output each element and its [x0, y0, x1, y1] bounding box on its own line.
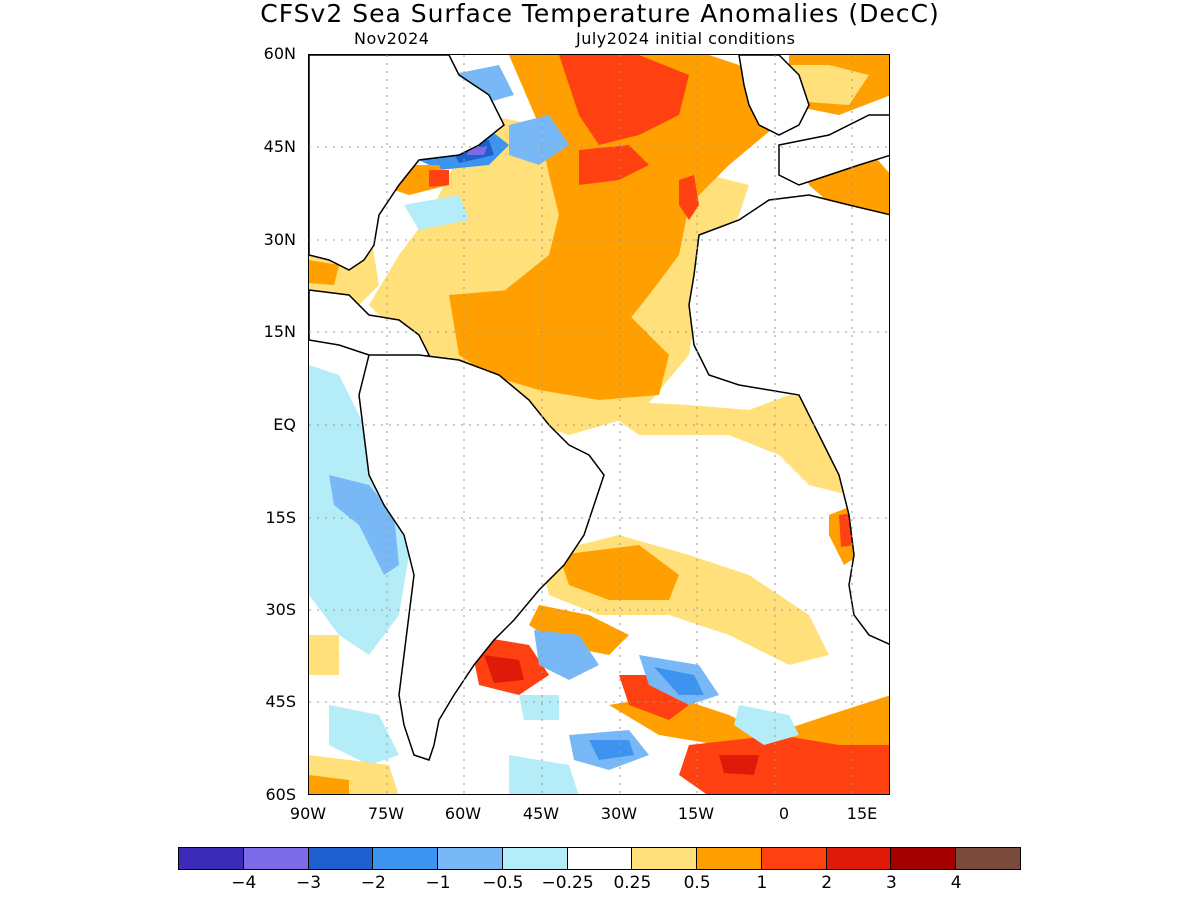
lat-label-eq: EQ: [273, 415, 296, 434]
lon-label-30w: 30W: [600, 804, 638, 823]
initial-conditions: July2024 initial conditions: [576, 29, 796, 48]
lat-label-60n: 60N: [263, 44, 296, 63]
colorbar-swatch: [242, 847, 309, 870]
north-america-land: [309, 55, 505, 271]
lon-label-0: 0: [778, 804, 790, 823]
lon-label-75w: 75W: [367, 804, 405, 823]
sst-anomaly-map: [308, 54, 890, 795]
lat-label-15s: 15S: [265, 508, 296, 527]
colorbar-label: −0.25: [541, 873, 594, 893]
colorbar-swatch: [696, 847, 762, 870]
lat-label-30s: 30S: [265, 600, 296, 619]
lat-label-45n: 45N: [263, 137, 296, 156]
forecast-month: Nov2024: [354, 29, 430, 48]
lon-label-90w: 90W: [289, 804, 327, 823]
map-canvas: [309, 55, 889, 794]
colorbar-swatch: [566, 847, 633, 870]
colorbar-swatch: [631, 847, 698, 870]
colorbar-label: −1: [425, 873, 451, 893]
lon-label-45w: 45W: [522, 804, 560, 823]
colorbar-swatch: [178, 847, 244, 870]
iberia-land: [778, 114, 889, 186]
colorbar-label: −3: [296, 873, 322, 893]
colorbar-swatch: [825, 847, 892, 870]
colorbar-label: 0.5: [683, 873, 711, 893]
colorbar-swatch: [307, 847, 374, 870]
land-masses: [309, 55, 889, 761]
lon-label-15e: 15E: [846, 804, 878, 823]
lat-label-15n: 15N: [263, 322, 296, 341]
graticule: [309, 55, 889, 794]
colorbar-label: 4: [950, 873, 962, 893]
colorbar-label: 1: [756, 873, 768, 893]
colorbar-label: −4: [231, 873, 257, 893]
colorbar-swatch: [437, 847, 503, 870]
lat-label-60s: 60S: [265, 785, 296, 804]
chart-title: CFSv2 Sea Surface Temperature Anomalies …: [260, 0, 940, 28]
colorbar-swatch: [955, 847, 1021, 870]
lat-label-45s: 45S: [265, 692, 296, 711]
colorbar-label: 3: [886, 873, 897, 893]
colorbar-swatch: [760, 847, 827, 870]
colorbar-swatch: [501, 847, 568, 870]
colorbar-swatch: [372, 847, 439, 870]
lon-label-15w: 15W: [677, 804, 715, 823]
colorbar-label: 0.25: [613, 873, 652, 893]
colorbar: [178, 847, 1021, 870]
lon-label-60w: 60W: [444, 804, 482, 823]
colorbar-label: −0.5: [482, 873, 524, 893]
colorbar-swatch: [890, 847, 957, 870]
central-america-land: [309, 289, 431, 366]
british-isles-land: [738, 55, 810, 136]
lat-label-30n: 30N: [263, 230, 296, 249]
colorbar-label: 2: [821, 873, 833, 893]
colorbar-label: −2: [360, 873, 386, 893]
